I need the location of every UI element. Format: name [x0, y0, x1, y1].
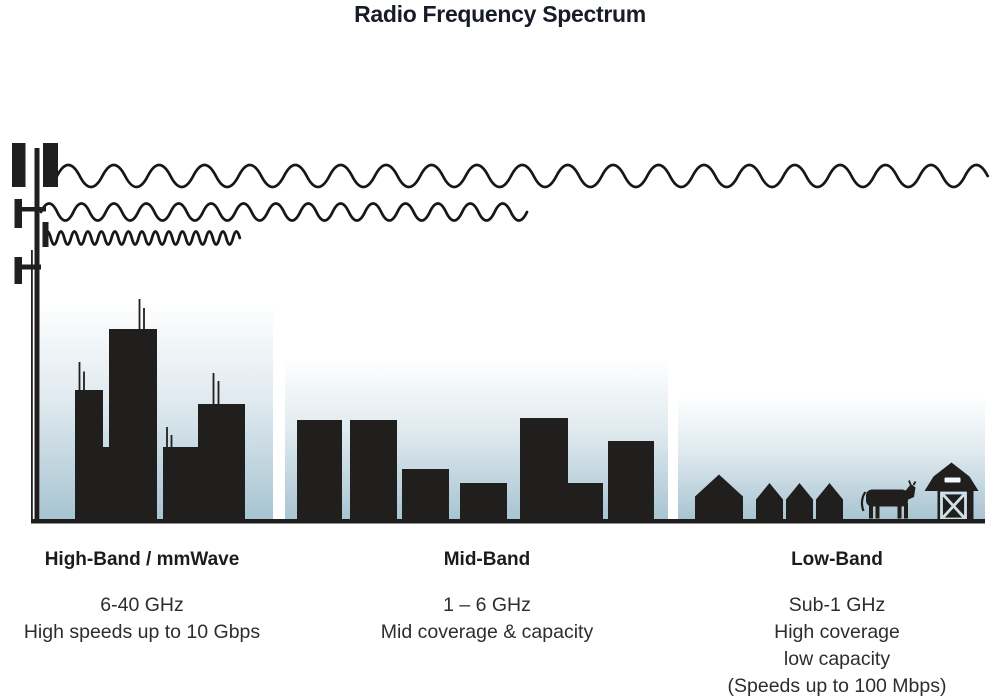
cell-tower-icon	[12, 143, 58, 522]
band-label-mid: Mid-Band 1 – 6 GHz Mid coverage & capacit…	[352, 549, 622, 646]
band-detail-lines: 1 – 6 GHz Mid coverage & capacity	[352, 592, 622, 646]
mid-band-skyline	[297, 418, 654, 520]
house-icon	[695, 474, 743, 519]
band-heading: Mid-Band	[443, 549, 531, 570]
high-band-skyline	[75, 299, 245, 520]
band-detail-line: High coverage	[774, 621, 900, 643]
medium-wavelength-wave-icon	[39, 202, 529, 222]
band-detail-line: High speeds up to 10 Gbps	[23, 621, 261, 643]
long-wavelength-wave-icon	[55, 163, 990, 189]
band-detail-line: low capacity	[783, 648, 891, 670]
house-icon	[756, 483, 783, 519]
low-band-rural-scene	[695, 462, 979, 521]
house-icon	[816, 483, 843, 519]
band-detail-line: 6-40 GHz	[100, 594, 184, 616]
rooftop-antennas	[78, 299, 220, 448]
band-detail-line: Mid coverage & capacity	[380, 621, 594, 643]
ground-line	[31, 519, 985, 524]
band-detail-line: 1 – 6 GHz	[443, 594, 531, 616]
band-detail-line: Sub-1 GHz	[788, 594, 886, 616]
band-label-high: High-Band / mmWave 6-40 GHz High speeds u…	[7, 549, 277, 646]
band-detail-lines: Sub-1 GHz High coverage low capacity (Speed…	[702, 592, 972, 700]
band-heading: Low-Band	[791, 549, 883, 570]
barn-icon	[924, 462, 979, 521]
band-label-low: Low-Band Sub-1 GHz High coverage low capac…	[702, 549, 972, 700]
page-title: Radio Frequency Spectrum	[354, 1, 646, 27]
short-wavelength-wave-icon	[42, 230, 242, 246]
band-heading: High-Band / mmWave	[44, 549, 240, 570]
band-detail-lines: 6-40 GHz High speeds up to 10 Gbps	[7, 592, 277, 646]
cow-icon	[860, 480, 917, 519]
band-detail-line: (Speeds up to 100 Mbps)	[727, 675, 947, 697]
house-icon	[786, 483, 813, 519]
